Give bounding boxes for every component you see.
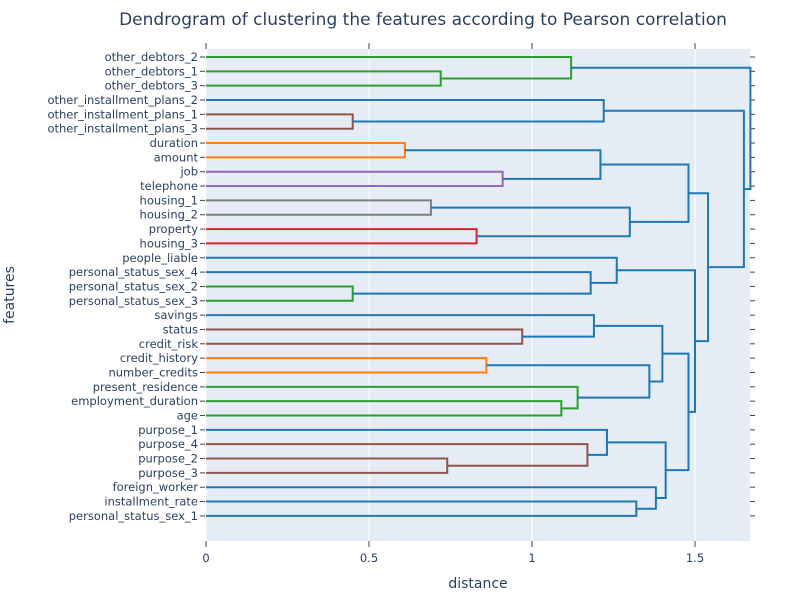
- leaf-label: other_installment_plans_2: [47, 93, 198, 107]
- leaf-label: housing_1: [140, 193, 198, 207]
- leaf-label: other_debtors_2: [105, 50, 198, 64]
- leaf-label: other_installment_plans_1: [47, 107, 198, 121]
- x-axis-title: distance: [448, 576, 507, 592]
- leaf-label: purpose_4: [138, 437, 198, 451]
- leaf-label: telephone: [140, 179, 198, 193]
- leaf-label: present_residence: [93, 380, 198, 394]
- dendrogram-link: [571, 66, 752, 190]
- x-tick-label: 0: [202, 551, 209, 565]
- leaf-label: other_installment_plans_3: [47, 122, 198, 136]
- chart-title: Dendrogram of clustering the features ac…: [119, 10, 727, 30]
- leaf-label: property: [149, 222, 198, 236]
- plot-area: [206, 49, 750, 541]
- leaf-label: status: [163, 322, 198, 336]
- leaf-label: other_debtors_1: [105, 64, 198, 78]
- leaf-label: personal_status_sex_2: [69, 279, 198, 293]
- axis-ticks: [200, 43, 755, 547]
- dendrogram-links: [206, 56, 752, 517]
- leaf-label: job: [179, 165, 198, 179]
- leaf-label: age: [177, 409, 198, 423]
- leaf-label: employment_duration: [71, 394, 198, 408]
- leaf-label: people_liable: [122, 251, 198, 265]
- leaf-label: credit_history: [120, 351, 198, 365]
- x-tick-label: 0.5: [360, 551, 378, 565]
- leaf-label: other_debtors_3: [105, 79, 198, 93]
- y-axis-title: features: [2, 266, 18, 324]
- leaf-label: duration: [150, 136, 198, 150]
- leaf-label: foreign_worker: [113, 480, 199, 494]
- leaf-labels: other_debtors_2other_debtors_1other_debt…: [47, 50, 198, 523]
- x-tick-labels: 0 0.5 1 1.5: [202, 551, 704, 565]
- leaf-label: housing_3: [140, 236, 198, 250]
- leaf-label: installment_rate: [104, 495, 198, 509]
- leaf-label: housing_2: [140, 208, 198, 222]
- leaf-label: credit_risk: [139, 337, 199, 351]
- leaf-label: savings: [154, 308, 198, 322]
- leaf-label: amount: [154, 150, 199, 164]
- leaf-label: purpose_3: [138, 466, 198, 480]
- leaf-label: purpose_2: [138, 452, 198, 466]
- leaf-label: personal_status_sex_4: [69, 265, 198, 279]
- x-tick-label: 1: [528, 551, 535, 565]
- leaf-label: number_credits: [108, 365, 198, 379]
- leaf-label: purpose_1: [138, 423, 198, 437]
- x-tick-label: 1.5: [686, 551, 704, 565]
- leaf-label: personal_status_sex_1: [69, 509, 198, 523]
- leaf-label: personal_status_sex_3: [69, 294, 198, 308]
